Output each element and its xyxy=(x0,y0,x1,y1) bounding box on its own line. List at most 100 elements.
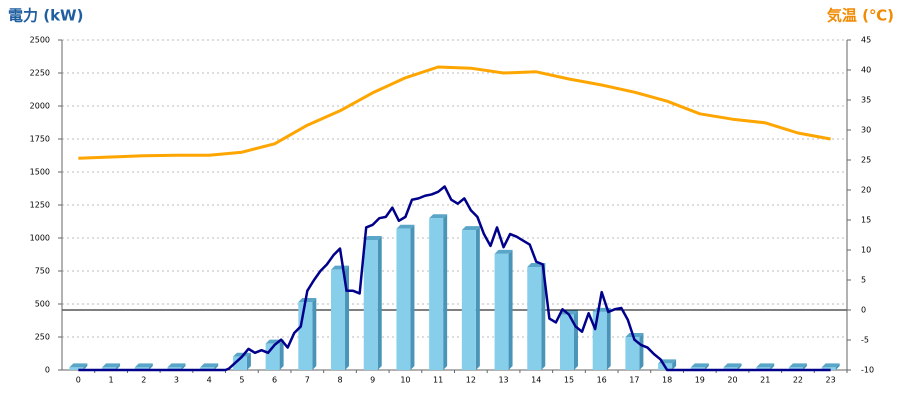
bar-side xyxy=(410,224,415,370)
y2-tick-label: 10 xyxy=(861,246,871,255)
bar-top xyxy=(821,363,840,368)
bar xyxy=(200,367,215,370)
bar xyxy=(102,367,117,370)
bar-side xyxy=(214,363,219,370)
bar-top xyxy=(298,298,317,303)
bar-side xyxy=(312,298,317,370)
bar-side xyxy=(835,363,840,370)
bar-top xyxy=(690,363,709,368)
y-tick-label: 1750 xyxy=(30,135,50,144)
y-tick-label: 2000 xyxy=(30,102,50,111)
bar-side xyxy=(704,363,709,370)
y-tick-label: 0 xyxy=(45,366,50,375)
bar xyxy=(559,314,574,370)
bar-top xyxy=(429,214,448,219)
bar xyxy=(592,311,607,370)
bar xyxy=(723,367,738,370)
x-tick-label: 1 xyxy=(109,376,114,385)
bar-side xyxy=(573,310,578,370)
bar-side xyxy=(802,363,807,370)
y2-tick-label: -10 xyxy=(861,366,874,375)
x-tick-label: 6 xyxy=(272,376,277,385)
x-tick-label: 17 xyxy=(629,376,639,385)
bar-top xyxy=(494,249,513,254)
y2-tick-label: 45 xyxy=(861,36,871,45)
temperature-line xyxy=(78,65,831,160)
bar-top xyxy=(363,235,382,240)
y-axis-title: 電力 (kW) xyxy=(8,7,83,25)
y2-tick-label: 25 xyxy=(861,156,871,165)
bar-side xyxy=(246,352,251,370)
bar-side xyxy=(116,363,121,370)
y-tick-label: 500 xyxy=(35,300,50,309)
bar-top xyxy=(461,226,480,231)
bar xyxy=(756,367,771,370)
y-tick-label: 1500 xyxy=(30,168,50,177)
x-tick-label: 5 xyxy=(239,376,244,385)
bar-top xyxy=(396,224,415,229)
x-tick-label: 8 xyxy=(337,376,342,385)
bar xyxy=(331,269,346,370)
bar-side xyxy=(606,307,611,370)
bar-side xyxy=(672,359,677,370)
x-tick-label: 22 xyxy=(793,376,803,385)
bar xyxy=(690,367,705,370)
x-tick-label: 12 xyxy=(466,376,476,385)
bar-top xyxy=(134,363,153,368)
y2-tick-label: -5 xyxy=(861,336,869,345)
bar-top xyxy=(788,363,807,368)
bar-side xyxy=(443,214,448,370)
bar-side xyxy=(508,249,513,370)
bar xyxy=(788,367,803,370)
bar xyxy=(429,218,444,370)
bar xyxy=(298,302,313,370)
bar xyxy=(494,253,509,370)
bar-top xyxy=(102,363,121,368)
y2-tick-label: 40 xyxy=(861,66,871,75)
y2-tick-label: 0 xyxy=(861,306,866,315)
bar-top xyxy=(200,363,219,368)
bar-top xyxy=(756,363,775,368)
x-tick-label: 9 xyxy=(370,376,375,385)
y-tick-label: 250 xyxy=(35,333,50,342)
x-tick-label: 10 xyxy=(400,376,410,385)
bar-side xyxy=(475,226,480,370)
x-tick-label: 20 xyxy=(727,376,737,385)
bar xyxy=(625,337,640,370)
bar-side xyxy=(148,363,153,370)
bar-side xyxy=(737,363,742,370)
x-tick-label: 2 xyxy=(141,376,146,385)
bar-top xyxy=(69,363,88,368)
bar xyxy=(232,356,247,370)
x-tick-label: 18 xyxy=(662,376,672,385)
x-tick-label: 14 xyxy=(531,376,541,385)
x-tick-label: 13 xyxy=(498,376,508,385)
bar-top xyxy=(625,333,644,337)
y2-axis-title: 気温 (℃) xyxy=(827,7,894,25)
bar xyxy=(134,367,149,370)
bar-top xyxy=(167,363,186,368)
bar xyxy=(167,367,182,370)
power-line xyxy=(78,185,831,372)
x-tick-label: 19 xyxy=(695,376,705,385)
bar xyxy=(527,267,542,370)
y-tick-label: 750 xyxy=(35,267,50,276)
bar-side xyxy=(541,263,546,370)
bar-top xyxy=(331,265,350,270)
bar-side xyxy=(377,235,382,370)
bar xyxy=(461,230,476,370)
bar-side xyxy=(279,339,284,370)
bar xyxy=(821,367,836,370)
bar-side xyxy=(83,363,88,370)
bar-side xyxy=(770,363,775,370)
x-tick-label: 4 xyxy=(207,376,212,385)
bar-side xyxy=(181,363,186,370)
x-tick-label: 3 xyxy=(174,376,179,385)
bar xyxy=(396,228,411,370)
y-tick-label: 2250 xyxy=(30,69,50,78)
y2-tick-label: 15 xyxy=(861,216,871,225)
x-tick-label: 7 xyxy=(305,376,310,385)
x-tick-label: 11 xyxy=(433,376,443,385)
x-tick-label: 23 xyxy=(826,376,836,385)
